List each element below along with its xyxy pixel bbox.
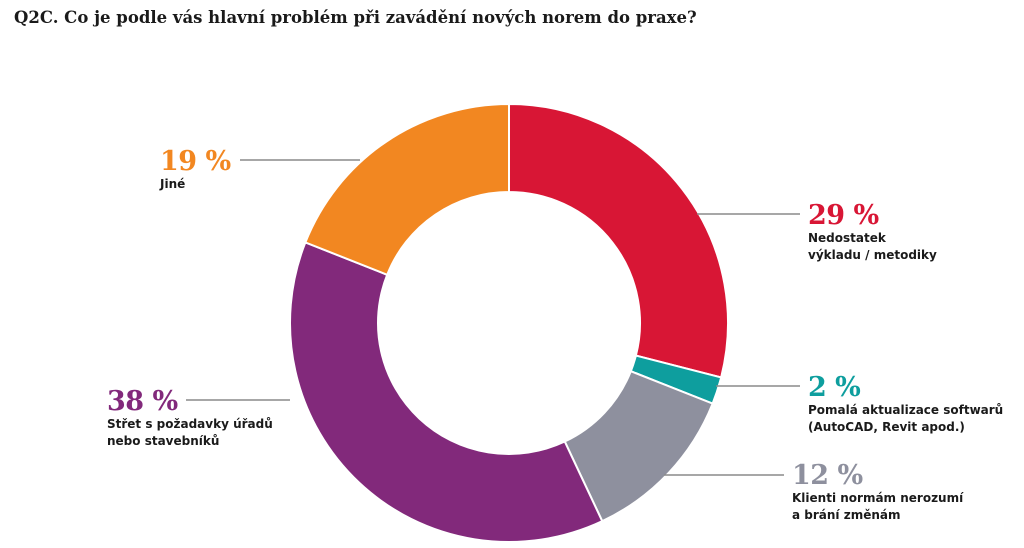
category-label-pomala-aktualizace: (AutoCAD, Revit apod.)	[808, 420, 965, 434]
slice-jine	[304, 102, 510, 277]
donut-slices	[289, 102, 729, 543]
category-label-nedostatek-vykladu: výkladu / metodiky	[808, 248, 937, 262]
value-label-jine: 19 %	[160, 146, 231, 177]
value-label-stret-s-pozadavky: 38 %	[107, 386, 178, 417]
value-label-pomala-aktualizace: 2 %	[808, 372, 860, 403]
value-label-klienti: 12 %	[792, 460, 863, 491]
slice-nedostatek-vykladu	[508, 102, 729, 379]
category-label-nedostatek-vykladu: Nedostatek	[808, 231, 887, 245]
slice-labels: 29 %Nedostatek výkladu / metodiky 2 %Pomal…	[107, 146, 1003, 522]
category-label-klienti: Klienti normám nerozumí	[792, 491, 964, 505]
chart-title: Q2C. Co je podle vás hlavní problém při …	[14, 8, 697, 27]
category-label-jine: Jiné	[159, 177, 185, 191]
leader-lines	[186, 159, 800, 476]
category-label-pomala-aktualizace: Pomalá aktualizace softwarů	[808, 403, 1003, 417]
slice-stret-s-pozadavky	[289, 241, 604, 543]
category-label-stret-s-pozadavky: Střet s požadavky úřadů	[107, 417, 273, 431]
category-label-klienti: a brání změnám	[792, 508, 901, 522]
category-label-stret-s-pozadavky: nebo stavebníků	[107, 434, 219, 448]
value-label-nedostatek-vykladu: 29 %	[808, 200, 879, 231]
